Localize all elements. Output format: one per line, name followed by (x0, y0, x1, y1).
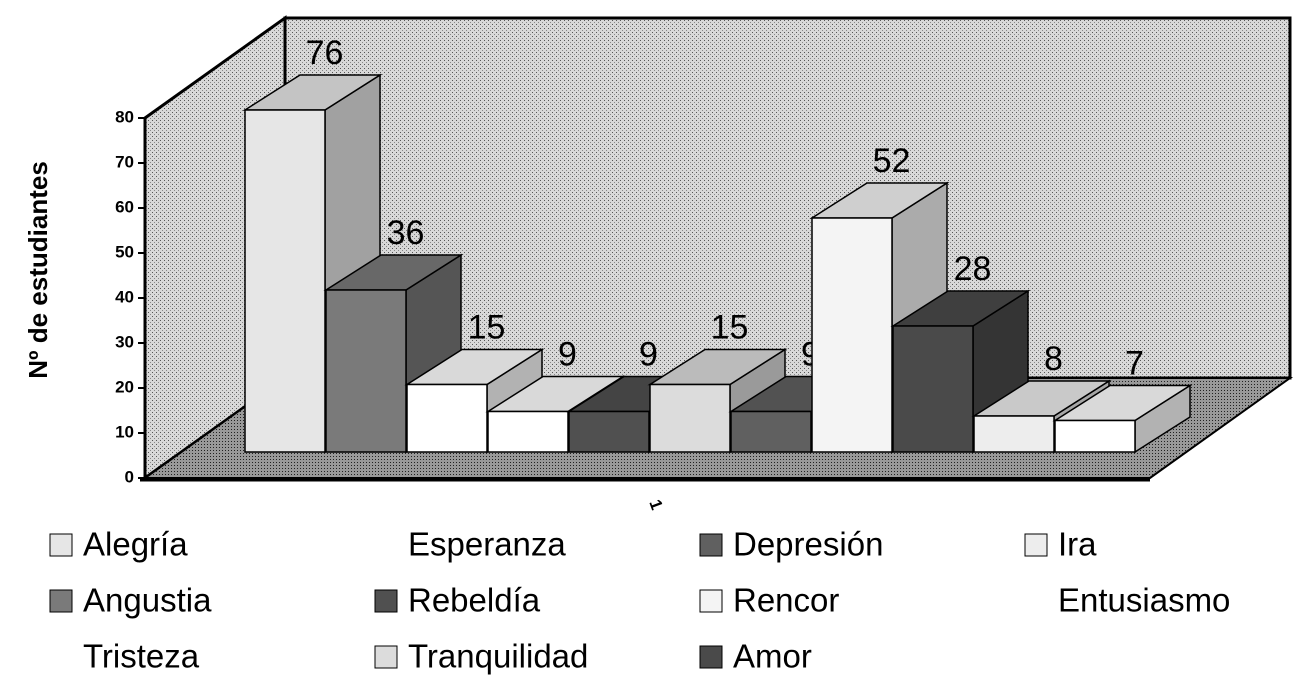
legend-label: Rencor (733, 582, 839, 619)
bar (649, 383, 731, 453)
legend-swatch (374, 589, 398, 613)
y-tick-label: 70 (115, 152, 134, 171)
y-tick-label: 40 (115, 287, 134, 306)
y-tick-label: 80 (115, 107, 134, 126)
legend-label: Depresión (733, 526, 883, 563)
legend-label: Ira (1058, 526, 1097, 563)
data-label: 9 (558, 335, 577, 373)
bar (1054, 419, 1136, 453)
legend-label: Tristeza (83, 638, 200, 675)
y-tick-label: 20 (115, 377, 134, 396)
data-label: 28 (954, 250, 992, 288)
data-label: 15 (468, 308, 506, 346)
bar (892, 325, 974, 453)
bar (244, 109, 326, 453)
legend-swatch (49, 533, 73, 557)
legend-label: Esperanza (408, 526, 566, 563)
y-tick-label: 0 (125, 467, 134, 486)
data-label: 15 (711, 308, 749, 346)
data-label: 8 (1044, 340, 1063, 378)
x-tick-label: 1 (645, 497, 666, 512)
legend-label: Angustia (83, 582, 212, 619)
legend-label: Alegría (83, 526, 188, 563)
legend-swatch (50, 646, 72, 668)
bar (568, 410, 650, 453)
y-axis-label: Nº de estudiantes (23, 161, 53, 379)
legend-swatch (375, 534, 397, 556)
data-label: 9 (639, 335, 658, 373)
bar (325, 289, 407, 453)
data-label: 76 (306, 34, 344, 72)
bar (406, 383, 488, 453)
bar (811, 217, 893, 453)
data-label: 7 (1125, 344, 1144, 382)
legend-label: Tranquilidad (408, 638, 588, 675)
bar (487, 410, 569, 453)
y-tick-label: 60 (115, 197, 134, 216)
y-tick-label: 30 (115, 332, 134, 351)
legend-swatch (1025, 590, 1047, 612)
legend-label: Amor (733, 638, 812, 675)
legend-swatch (699, 645, 723, 669)
legend-swatch (699, 533, 723, 557)
legend-swatch (699, 589, 723, 613)
legend-swatch (1024, 533, 1048, 557)
y-tick-label: 50 (115, 242, 134, 261)
bar (973, 415, 1055, 453)
bar (730, 410, 812, 453)
legend-swatch (49, 589, 73, 613)
legend-swatch (374, 645, 398, 669)
data-label: 36 (387, 214, 425, 252)
legend-label: Rebeldía (408, 582, 541, 619)
legend-label: Entusiasmo (1058, 582, 1230, 619)
y-tick-label: 10 (115, 422, 134, 441)
data-label: 52 (873, 142, 911, 180)
